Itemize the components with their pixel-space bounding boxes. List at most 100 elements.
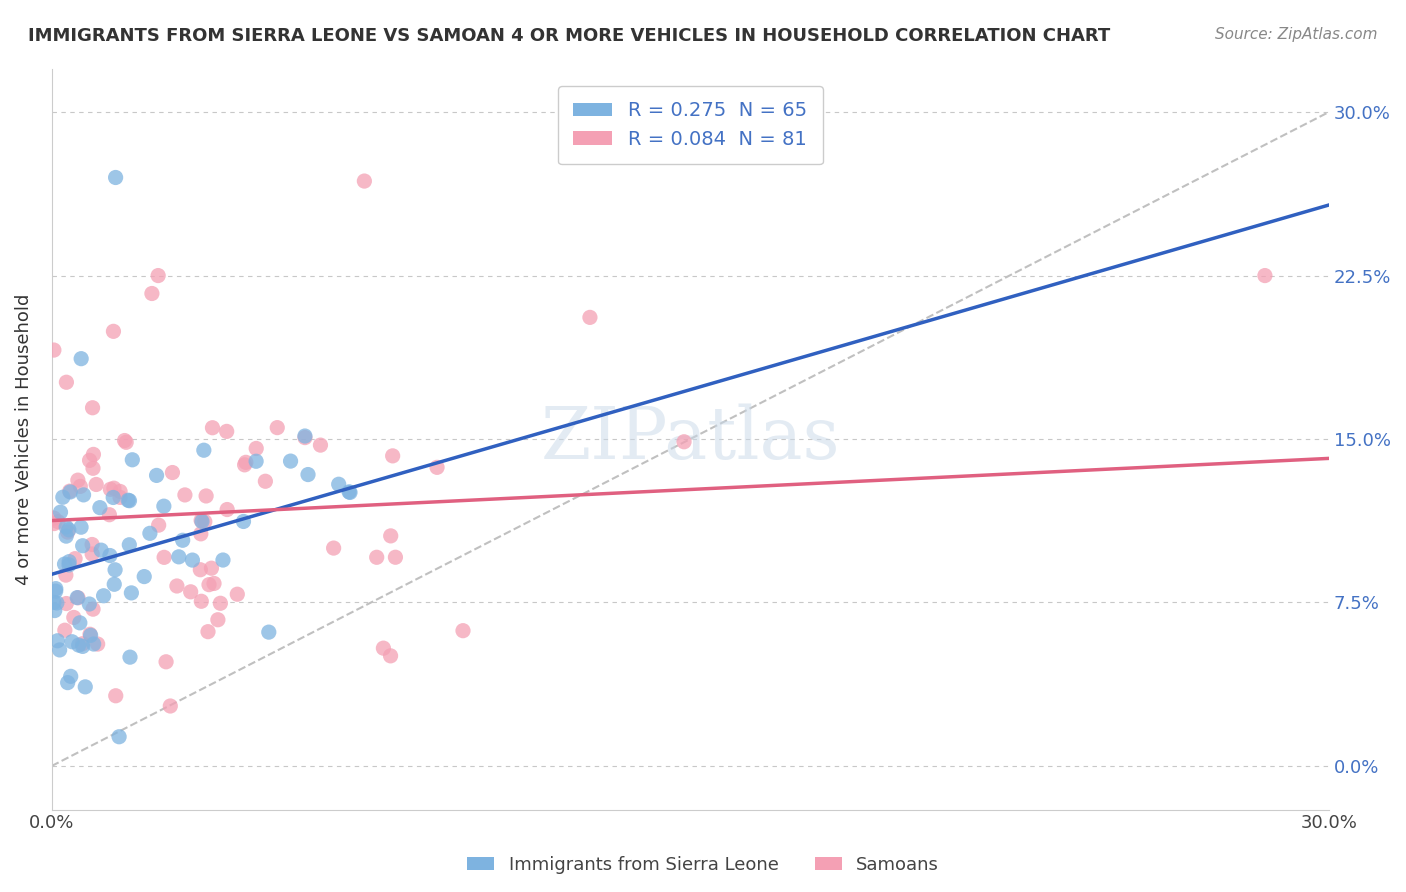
Point	[79, 453, 101, 467]
Point	[46, 633, 69, 648]
Point	[579, 310, 602, 325]
Point	[66, 473, 89, 487]
Point	[145, 468, 167, 483]
Point	[82, 547, 104, 561]
Point	[72, 640, 94, 654]
Point	[79, 627, 101, 641]
Point	[202, 576, 225, 591]
Point	[198, 577, 221, 591]
Y-axis label: 4 or more Vehicles in Household: 4 or more Vehicles in Household	[15, 293, 32, 585]
Point	[56, 675, 79, 690]
Point	[337, 484, 360, 499]
Point	[52, 490, 75, 504]
Point	[93, 589, 115, 603]
Point	[190, 526, 212, 541]
Legend: Immigrants from Sierra Leone, Samoans: Immigrants from Sierra Leone, Samoans	[458, 847, 948, 883]
Point	[191, 515, 214, 529]
Point	[49, 505, 72, 519]
Point	[59, 669, 82, 683]
Point	[193, 443, 215, 458]
Point	[56, 525, 79, 540]
Point	[188, 563, 211, 577]
Point	[381, 449, 404, 463]
Point	[82, 461, 104, 475]
Point	[1254, 268, 1277, 283]
Point	[673, 434, 696, 449]
Point	[172, 533, 194, 548]
Point	[72, 488, 94, 502]
Point	[59, 485, 82, 500]
Point	[266, 420, 288, 434]
Point	[98, 508, 121, 522]
Point	[55, 597, 77, 611]
Point	[108, 491, 131, 505]
Point	[233, 458, 256, 472]
Point	[89, 500, 111, 515]
Point	[55, 376, 77, 390]
Point	[280, 454, 302, 468]
Point	[103, 481, 125, 495]
Point	[100, 483, 122, 497]
Point	[232, 515, 254, 529]
Point	[58, 555, 80, 569]
Point	[44, 516, 66, 531]
Point	[181, 553, 204, 567]
Point	[146, 268, 169, 283]
Point	[215, 425, 238, 439]
Point	[245, 442, 267, 456]
Point	[174, 488, 197, 502]
Point	[98, 549, 121, 563]
Point	[217, 502, 239, 516]
Point	[235, 455, 257, 469]
Point	[70, 520, 93, 534]
Point	[104, 170, 127, 185]
Point	[42, 595, 65, 609]
Point	[226, 587, 249, 601]
Point	[79, 597, 101, 611]
Point	[42, 511, 65, 525]
Point	[257, 625, 280, 640]
Point	[114, 434, 136, 448]
Point	[82, 401, 104, 415]
Point	[55, 529, 77, 543]
Point	[72, 539, 94, 553]
Point	[108, 730, 131, 744]
Point	[153, 550, 176, 565]
Point	[380, 529, 402, 543]
Point	[159, 698, 181, 713]
Point	[166, 579, 188, 593]
Point	[66, 591, 89, 605]
Point	[69, 615, 91, 630]
Point	[209, 596, 232, 610]
Point	[180, 584, 202, 599]
Point	[45, 584, 67, 599]
Point	[45, 596, 67, 610]
Point	[79, 628, 101, 642]
Point	[117, 493, 139, 508]
Point	[121, 452, 143, 467]
Point	[62, 610, 84, 624]
Point	[245, 454, 267, 468]
Point	[103, 577, 125, 591]
Point	[353, 174, 375, 188]
Point	[44, 603, 66, 617]
Point	[86, 637, 108, 651]
Legend: R = 0.275  N = 65, R = 0.084  N = 81: R = 0.275 N = 65, R = 0.084 N = 81	[558, 86, 823, 164]
Point	[139, 526, 162, 541]
Point	[141, 286, 163, 301]
Point	[72, 637, 94, 651]
Point	[322, 541, 344, 555]
Point	[294, 431, 316, 445]
Point	[104, 689, 127, 703]
Text: ZIPatlas: ZIPatlas	[540, 404, 839, 475]
Point	[118, 538, 141, 552]
Point	[83, 637, 105, 651]
Point	[339, 485, 361, 500]
Point	[55, 568, 77, 582]
Point	[254, 475, 277, 489]
Point	[53, 624, 76, 638]
Point	[134, 569, 156, 583]
Point	[58, 558, 80, 572]
Point	[82, 537, 104, 551]
Point	[384, 550, 406, 565]
